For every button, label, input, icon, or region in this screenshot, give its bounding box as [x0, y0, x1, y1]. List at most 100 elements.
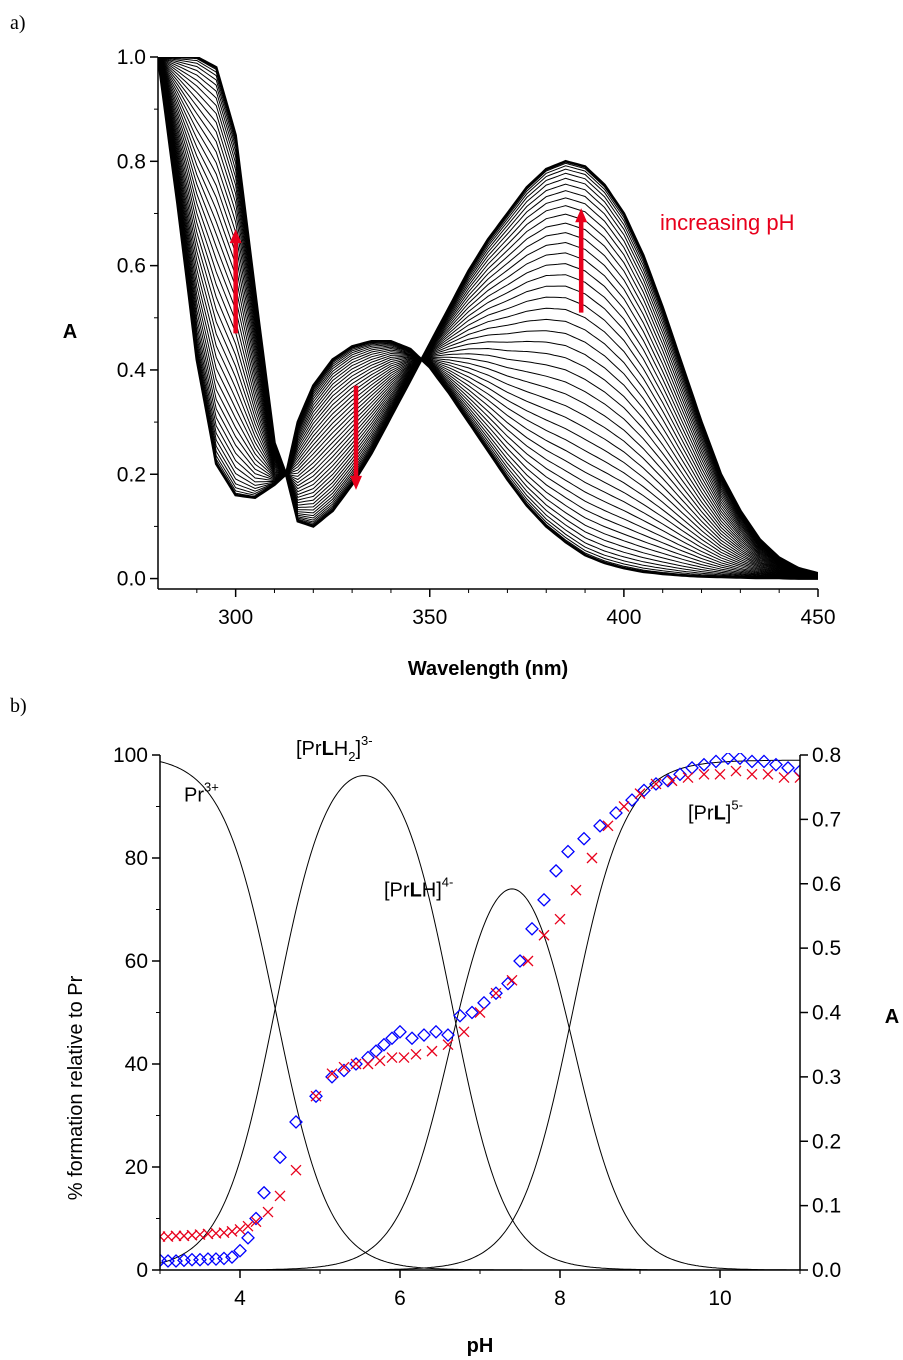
- x-axis-label-b: pH: [467, 1335, 494, 1357]
- spectrum-line: [158, 57, 818, 576]
- y-tick-label-b: 80: [125, 847, 148, 870]
- species-label-3: [PrL]5-: [688, 797, 743, 824]
- diamond-point: [721, 753, 735, 766]
- cross-point: [274, 1190, 286, 1202]
- species-curve-0: [160, 761, 800, 1271]
- x-tick-label-b: 4: [234, 1287, 246, 1310]
- diamond-point: [309, 1089, 323, 1104]
- y-right-tick-label-b: 0.3: [812, 1066, 841, 1089]
- spectrum-line: [158, 57, 818, 576]
- panel-a-label: a): [10, 12, 26, 34]
- y-tick-label-a: 0.2: [117, 463, 146, 486]
- y-axis-label-b: % formation relative to Pr: [65, 975, 87, 1200]
- cross-point: [522, 955, 534, 967]
- y-right-tick-label-b: 0.0: [812, 1259, 841, 1282]
- cross-point: [386, 1052, 398, 1064]
- cross-point: [234, 1223, 246, 1235]
- diamond-point: [733, 753, 747, 766]
- diamond-point: [501, 976, 515, 991]
- diamond-point: [429, 1024, 443, 1039]
- diamond-point: [637, 783, 651, 798]
- y-right-tick-label-b: 0.8: [812, 744, 841, 767]
- cross-point: [682, 772, 694, 783]
- spectrum-line: [158, 57, 818, 577]
- cross-point: [746, 768, 758, 780]
- diamond-point: [549, 863, 563, 878]
- diamond-point: [169, 1254, 183, 1268]
- spectrum-line: [158, 57, 818, 575]
- diamond-point: [577, 831, 591, 846]
- spectrum-line: [158, 57, 818, 575]
- y-tick-label-a: 0.6: [117, 255, 146, 278]
- cross-point: [730, 765, 742, 777]
- species-curve-3: [160, 759, 800, 1271]
- diamond-point: [273, 1150, 287, 1165]
- spectrum-line: [158, 57, 818, 577]
- x-axis-label-a: Wavelength (nm): [408, 658, 568, 680]
- diamond-point: [465, 1005, 479, 1020]
- cross-point: [170, 1230, 182, 1242]
- diamond-point: [697, 757, 711, 772]
- diamond-point: [393, 1024, 407, 1039]
- diamond-point: [217, 1251, 231, 1266]
- diamond-point: [781, 760, 795, 775]
- y-tick-label-b: 40: [125, 1053, 148, 1076]
- cross-point: [634, 788, 646, 800]
- cross-point: [250, 1216, 262, 1228]
- y-right-tick-label-b: 0.5: [812, 937, 841, 960]
- cross-point: [794, 772, 800, 783]
- diamond-point: [513, 954, 527, 968]
- spectrum-line: [158, 57, 818, 577]
- diamond-point: [609, 806, 623, 820]
- spectrum-line: [158, 57, 818, 575]
- diamond-point: [593, 818, 607, 833]
- cross-point: [160, 1231, 166, 1242]
- cross-point: [474, 1007, 486, 1018]
- y-axis-right-label-b: A: [885, 1006, 899, 1028]
- cross-point: [714, 768, 726, 780]
- y-tick-label-a: 0.0: [117, 568, 146, 591]
- spectrum-line: [158, 57, 818, 578]
- spectrum-line: [158, 57, 818, 576]
- spectrum-line: [158, 57, 818, 578]
- y-right-tick-label-b: 0.2: [812, 1130, 841, 1153]
- diamond-point: [289, 1115, 303, 1129]
- diamond-point: [249, 1211, 263, 1226]
- diamond-point: [325, 1069, 339, 1084]
- diamond-point: [349, 1057, 363, 1071]
- x-tick-label-a: 350: [412, 606, 447, 629]
- x-tick-label-a: 300: [218, 606, 253, 629]
- cross-point: [426, 1045, 438, 1057]
- cross-point: [538, 929, 550, 941]
- spectrum-line: [158, 57, 818, 576]
- chart-absorbance-spectra: 300 350 400 450 0.0 0.2 0.4 0.6 0.8 1.0 increasin…: [63, 46, 836, 680]
- diamond-point: [661, 773, 675, 788]
- diamond-point: [625, 793, 639, 807]
- spectrum-line: [158, 57, 818, 579]
- cross-point: [310, 1090, 322, 1102]
- cross-point: [242, 1220, 254, 1232]
- diamond-point: [709, 754, 723, 769]
- cross-point: [374, 1055, 386, 1067]
- spectrum-line: [158, 57, 818, 575]
- cross-point: [362, 1058, 374, 1070]
- spectrum-line: [158, 57, 818, 575]
- diamond-point: [649, 777, 663, 791]
- diamond-point: [405, 1031, 419, 1046]
- cross-point: [226, 1225, 238, 1237]
- ph-arrow: [575, 208, 588, 313]
- y-right-tick-label-b: 0.4: [812, 1002, 842, 1025]
- cross-point: [490, 987, 502, 999]
- spectrum-line: [158, 57, 818, 574]
- diamond-point: [385, 1031, 399, 1046]
- y-tick-label-b: 20: [125, 1156, 148, 1179]
- cross-point: [506, 974, 518, 986]
- y-tick-label-a: 0.8: [117, 150, 146, 173]
- y-tick-label-a: 1.0: [117, 46, 146, 69]
- x-tick-label-a: 400: [606, 606, 641, 629]
- diamond-point: [489, 986, 503, 1001]
- cross-point: [762, 768, 774, 780]
- y-tick-label-b: 60: [125, 950, 148, 973]
- species-label-0: Pr3+: [184, 779, 219, 806]
- species-curves: [160, 759, 800, 1271]
